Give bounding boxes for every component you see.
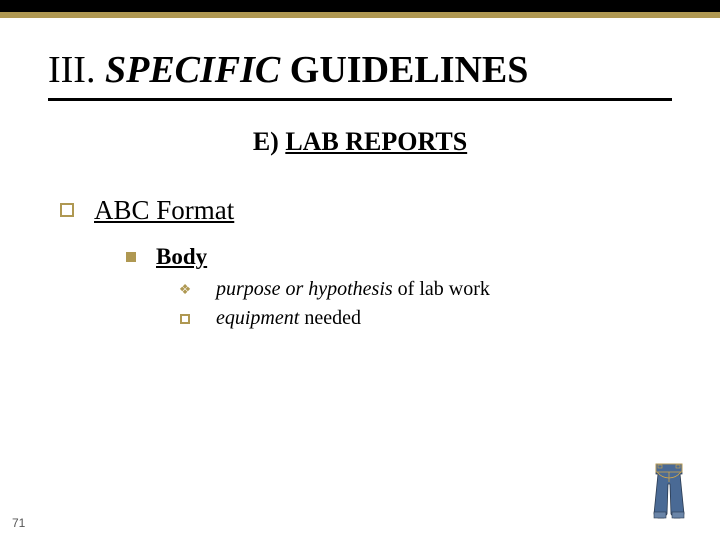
level3b-rest: needed: [299, 307, 361, 329]
level3a-italic: purpose or hypothesis: [216, 278, 393, 300]
subtitle-prefix: E): [253, 127, 286, 156]
bullet-level2: Body: [126, 244, 672, 270]
top-black-bar: [0, 0, 720, 12]
bullet-level3a: ❖ purpose or hypothesis of lab work: [178, 278, 672, 301]
subtitle-text: LAB REPORTS: [285, 127, 467, 156]
diamond-icon: ❖: [178, 282, 192, 299]
slide-title: III. SPECIFIC GUIDELINES: [48, 48, 672, 92]
slide-subtitle: E) LAB REPORTS: [48, 127, 672, 157]
title-underline: [48, 98, 672, 101]
level3b-text: equipment needed: [216, 307, 361, 330]
title-roman: III.: [48, 49, 95, 91]
filled-square-icon: [126, 252, 136, 262]
slide-content: III. SPECIFIC GUIDELINES E) LAB REPORTS …: [0, 18, 720, 330]
level3a-rest: of lab work: [393, 278, 490, 300]
level3a-text: purpose or hypothesis of lab work: [216, 278, 490, 301]
level2-text: Body: [156, 244, 207, 270]
bullet-level3b: equipment needed: [178, 307, 672, 330]
jeans-icon: [648, 460, 690, 520]
title-guidelines: GUIDELINES: [290, 49, 529, 91]
hollow-small-square-icon: [180, 314, 190, 324]
hollow-square-icon: [60, 203, 74, 217]
bullet-level1: ABC Format: [60, 195, 672, 226]
page-number: 71: [12, 516, 25, 530]
level1-text: ABC Format: [94, 195, 234, 226]
title-specific: SPECIFIC: [105, 49, 280, 91]
level3b-italic: equipment: [216, 307, 299, 329]
